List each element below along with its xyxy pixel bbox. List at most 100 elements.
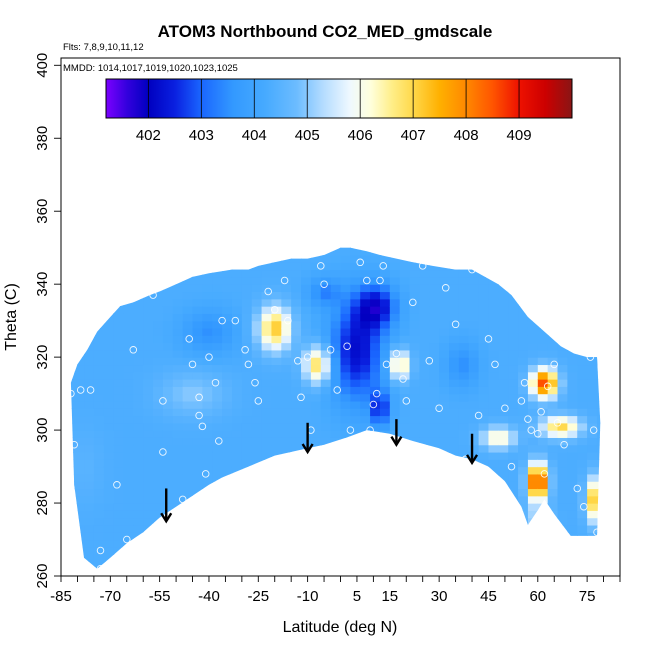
heatmap-cell: [162, 247, 174, 249]
heatmap-cell: [409, 415, 421, 424]
heatmap-cell: [133, 400, 144, 409]
heatmap-cell: [301, 546, 312, 555]
heatmap-cell: [113, 488, 125, 497]
heatmap-cell: [162, 298, 174, 307]
heatmap-cell: [281, 320, 292, 329]
heatmap-cell: [251, 422, 263, 431]
heatmap-cell: [577, 546, 588, 555]
heatmap-cell: [202, 371, 213, 380]
heatmap-cell: [518, 269, 529, 278]
heatmap-cell: [577, 451, 588, 460]
heatmap-cell: [527, 459, 539, 468]
heatmap-cell: [468, 262, 480, 271]
heatmap-cell: [241, 422, 253, 431]
heatmap-cell: [577, 524, 588, 533]
heatmap-cell: [508, 415, 519, 424]
heatmap-cell: [84, 517, 95, 526]
obs-point: [96, 546, 105, 555]
heatmap-cell: [449, 524, 460, 533]
heatmap-cell: [74, 524, 85, 533]
heatmap-cell: [409, 371, 421, 380]
heatmap-cell: [488, 517, 499, 526]
heatmap-cell: [527, 517, 539, 526]
heatmap-cell: [458, 247, 470, 249]
heatmap-cell: [468, 349, 480, 358]
heatmap-cell: [291, 306, 302, 314]
heatmap-cell: [241, 284, 253, 293]
heatmap-cell: [557, 247, 568, 249]
heatmap-cell: [389, 247, 401, 256]
heatmap-cell: [389, 400, 401, 409]
heatmap-cell: [596, 473, 601, 482]
heatmap-cell: [251, 247, 263, 256]
heatmap-cell: [547, 254, 559, 263]
heatmap-cell: [133, 379, 144, 387]
heatmap-cell: [370, 546, 381, 555]
heatmap-cell: [271, 554, 282, 563]
heatmap-cell: [192, 524, 203, 533]
heatmap-cell: [192, 298, 203, 307]
heatmap-cell: [419, 510, 430, 519]
heatmap-cell: [271, 327, 282, 336]
heatmap-cell: [419, 459, 430, 468]
heatmap-cell: [123, 262, 134, 271]
heatmap-cell: [330, 554, 342, 563]
heatmap-cell: [143, 473, 154, 482]
heatmap-cell: [468, 320, 480, 329]
heatmap-cell: [172, 393, 184, 402]
heatmap-cell: [587, 320, 598, 329]
heatmap-cell: [577, 393, 588, 402]
heatmap-cell: [84, 247, 95, 249]
heatmap-cell: [478, 532, 490, 541]
heatmap-cell: [241, 247, 253, 249]
heatmap-cell: [468, 517, 480, 526]
heatmap-cell: [547, 459, 559, 468]
heatmap-cell: [261, 247, 273, 256]
heatmap-cell: [429, 276, 440, 285]
heatmap-cell: [478, 459, 490, 468]
heatmap-cell: [123, 437, 134, 446]
heatmap-cell: [271, 320, 282, 329]
heatmap-cell: [192, 415, 203, 424]
heatmap-cell: [557, 386, 568, 395]
heatmap-cell: [212, 495, 223, 504]
heatmap-cell: [498, 503, 509, 511]
heatmap-cell: [478, 400, 490, 409]
heatmap-cell: [488, 400, 499, 409]
heatmap-cell: [577, 247, 588, 249]
heatmap-cell: [567, 349, 578, 358]
heatmap-cell: [587, 386, 598, 395]
heatmap-cell: [488, 364, 499, 373]
heatmap-cell: [498, 262, 509, 271]
heatmap-cell: [379, 247, 391, 256]
heatmap-cell: [340, 488, 351, 497]
heatmap-cell: [320, 247, 332, 249]
heatmap-cell: [478, 437, 490, 446]
heatmap-cell: [241, 393, 253, 402]
heatmap-cell: [429, 254, 440, 263]
heatmap-cell: [596, 371, 601, 380]
heatmap-cell: [93, 371, 105, 380]
obs-point: [270, 305, 279, 314]
heatmap-cell: [577, 284, 588, 293]
heatmap-cell: [458, 313, 470, 322]
heatmap-cell: [84, 371, 95, 380]
heatmap-cell: [537, 510, 549, 519]
heatmap-cell: [557, 539, 568, 548]
heatmap-cell: [261, 357, 273, 366]
heatmap-cell: [301, 262, 312, 271]
heatmap-cell: [360, 415, 371, 424]
heatmap-cell: [458, 437, 470, 446]
heatmap-cell: [340, 408, 351, 417]
heatmap-cell: [123, 466, 134, 475]
heatmap-cell: [271, 415, 282, 424]
heatmap-cell: [488, 371, 499, 380]
heatmap-cell: [400, 569, 410, 577]
heatmap-cell: [212, 386, 223, 395]
heatmap-cell: [231, 517, 243, 526]
heatmap-cell: [310, 386, 322, 395]
heatmap-cell: [409, 386, 421, 395]
heatmap-cell: [153, 510, 164, 519]
heatmap-cell: [301, 393, 312, 402]
heatmap-cell: [419, 546, 430, 555]
